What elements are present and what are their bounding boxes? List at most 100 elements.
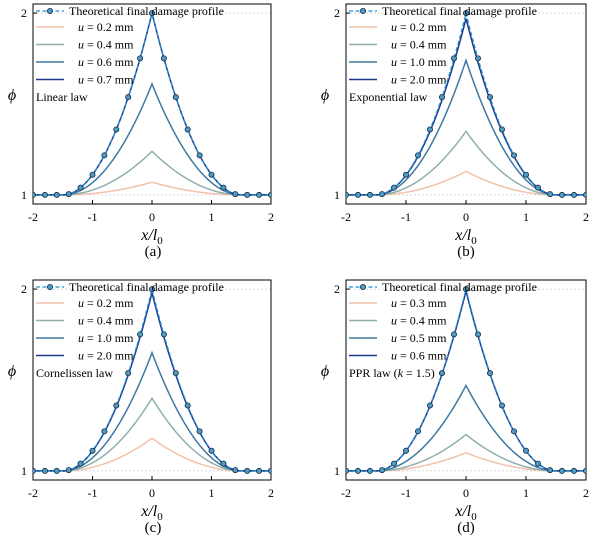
series-line-3 [346, 58, 586, 196]
theoretical-line [346, 288, 586, 472]
x-tick-label: -2 [341, 486, 351, 500]
theoretical-marker [414, 428, 421, 435]
x-tick-label: -1 [401, 486, 411, 500]
theoretical-marker [486, 94, 493, 101]
series-line-4 [33, 292, 271, 472]
y-tick-label: 2 [21, 282, 27, 296]
theoretical-marker [559, 191, 566, 198]
law-annotation: Exponential law [349, 90, 428, 104]
theoretical-marker [268, 467, 271, 474]
legend-label-1: u = 0.2 mm [78, 20, 134, 34]
legend-theoretical-label: Theoretical final damage profile [69, 280, 224, 294]
theoretical-marker [77, 460, 84, 467]
theoretical-marker [196, 152, 203, 159]
theoretical-marker [113, 126, 120, 133]
x-tick-label: 1 [523, 210, 529, 224]
theoretical-marker [137, 331, 144, 338]
theoretical-marker [438, 370, 445, 377]
theoretical-line [33, 12, 271, 196]
chart-panel-1: -2 -1 0 1 2 1 2 ϕ x/l0(a) Theoretical final damag… [8, 3, 274, 260]
theoretical-marker [462, 286, 469, 293]
series-line-2 [346, 129, 586, 196]
theoretical-marker [486, 370, 493, 377]
theoretical-marker [125, 370, 132, 377]
theoretical-marker [414, 152, 421, 159]
theoretical-marker [426, 402, 433, 409]
legend-label-3: u = 0.5 mm [391, 331, 447, 345]
panel-label: (b) [457, 244, 475, 260]
theoretical-marker [583, 467, 586, 474]
theoretical-marker [390, 184, 397, 191]
theoretical-marker [547, 467, 554, 474]
x-tick-label: -1 [88, 486, 98, 500]
theoretical-marker [354, 467, 361, 474]
plot-frame [32, 279, 272, 481]
theoretical-marker [33, 467, 36, 474]
theoretical-marker [256, 467, 263, 474]
x-tick-label: 1 [209, 210, 215, 224]
theoretical-marker [346, 191, 349, 198]
theoretical-marker [498, 126, 505, 133]
y-axis-label: ϕ [8, 87, 16, 104]
x-tick-label: 2 [268, 486, 274, 500]
theoretical-marker [535, 184, 542, 191]
legend-label-4: u = 2.0 mm [391, 73, 447, 87]
chart-panel-4: -2 -1 0 1 2 1 2 ϕ x/l0(d) Theoretical final damag… [321, 279, 589, 536]
plot-area [346, 10, 586, 198]
x-tick-label: 1 [209, 486, 215, 500]
theoretical-marker [378, 467, 385, 474]
plot-frame [345, 3, 587, 205]
x-tick-label: 0 [149, 486, 155, 500]
legend: Theoretical final damage profile u = 0.2 … [36, 280, 224, 363]
x-axis-label: x/l0 [454, 503, 477, 523]
x-tick-label: 0 [463, 486, 469, 500]
legend: Theoretical final damage profile u = 0.2 … [36, 4, 224, 87]
legend: Theoretical final damage profile u = 0.2 … [349, 4, 537, 87]
theoretical-marker [148, 286, 155, 293]
legend-label-3: u = 1.0 mm [78, 331, 134, 345]
legend-label-1: u = 0.3 mm [391, 296, 447, 310]
series-line-2 [33, 150, 271, 196]
theoretical-marker [547, 191, 554, 198]
x-tick-label: -1 [401, 210, 411, 224]
theoretical-marker [41, 467, 48, 474]
theoretical-marker [510, 152, 517, 159]
theoretical-marker [89, 447, 96, 454]
x-tick-label: -1 [88, 210, 98, 224]
theoretical-marker [559, 467, 566, 474]
law-annotation: Cornelissen law [36, 366, 113, 380]
x-axis-label: x/l0 [454, 227, 477, 247]
theoretical-marker [354, 191, 361, 198]
x-tick-label: 2 [268, 210, 274, 224]
x-tick-label: 0 [463, 210, 469, 224]
theoretical-marker [378, 191, 385, 198]
theoretical-marker [33, 191, 36, 198]
chart-panel-3: -2 -1 0 1 2 1 2 ϕ x/l0(c) Theoretical final damag… [8, 279, 274, 536]
x-tick-label: -2 [341, 210, 351, 224]
x-tick-label: -2 [28, 210, 38, 224]
theoretical-line [346, 12, 586, 196]
law-annotation: Linear law [36, 90, 88, 104]
legend: Theoretical final damage profile u = 0.3 … [349, 280, 537, 363]
legend-theoretical-marker [359, 7, 366, 14]
theoretical-marker [390, 460, 397, 467]
legend-label-2: u = 0.4 mm [78, 38, 134, 52]
theoretical-marker [53, 467, 60, 474]
theoretical-marker [172, 94, 179, 101]
theoretical-marker [65, 191, 72, 198]
theoretical-marker [438, 94, 445, 101]
plot-frame [32, 3, 272, 205]
legend-theoretical-marker [359, 283, 366, 290]
theoretical-marker [535, 460, 542, 467]
legend-label-4: u = 0.7 mm [78, 73, 134, 87]
theoretical-marker [426, 126, 433, 133]
legend-label-1: u = 0.2 mm [78, 296, 134, 310]
plot-area [33, 286, 271, 474]
plot-area [346, 286, 586, 474]
theoretical-marker [474, 331, 481, 338]
theoretical-marker [462, 10, 469, 17]
legend-label-3: u = 1.0 mm [391, 55, 447, 69]
theoretical-marker [571, 191, 578, 198]
legend-label-3: u = 0.6 mm [78, 55, 134, 69]
